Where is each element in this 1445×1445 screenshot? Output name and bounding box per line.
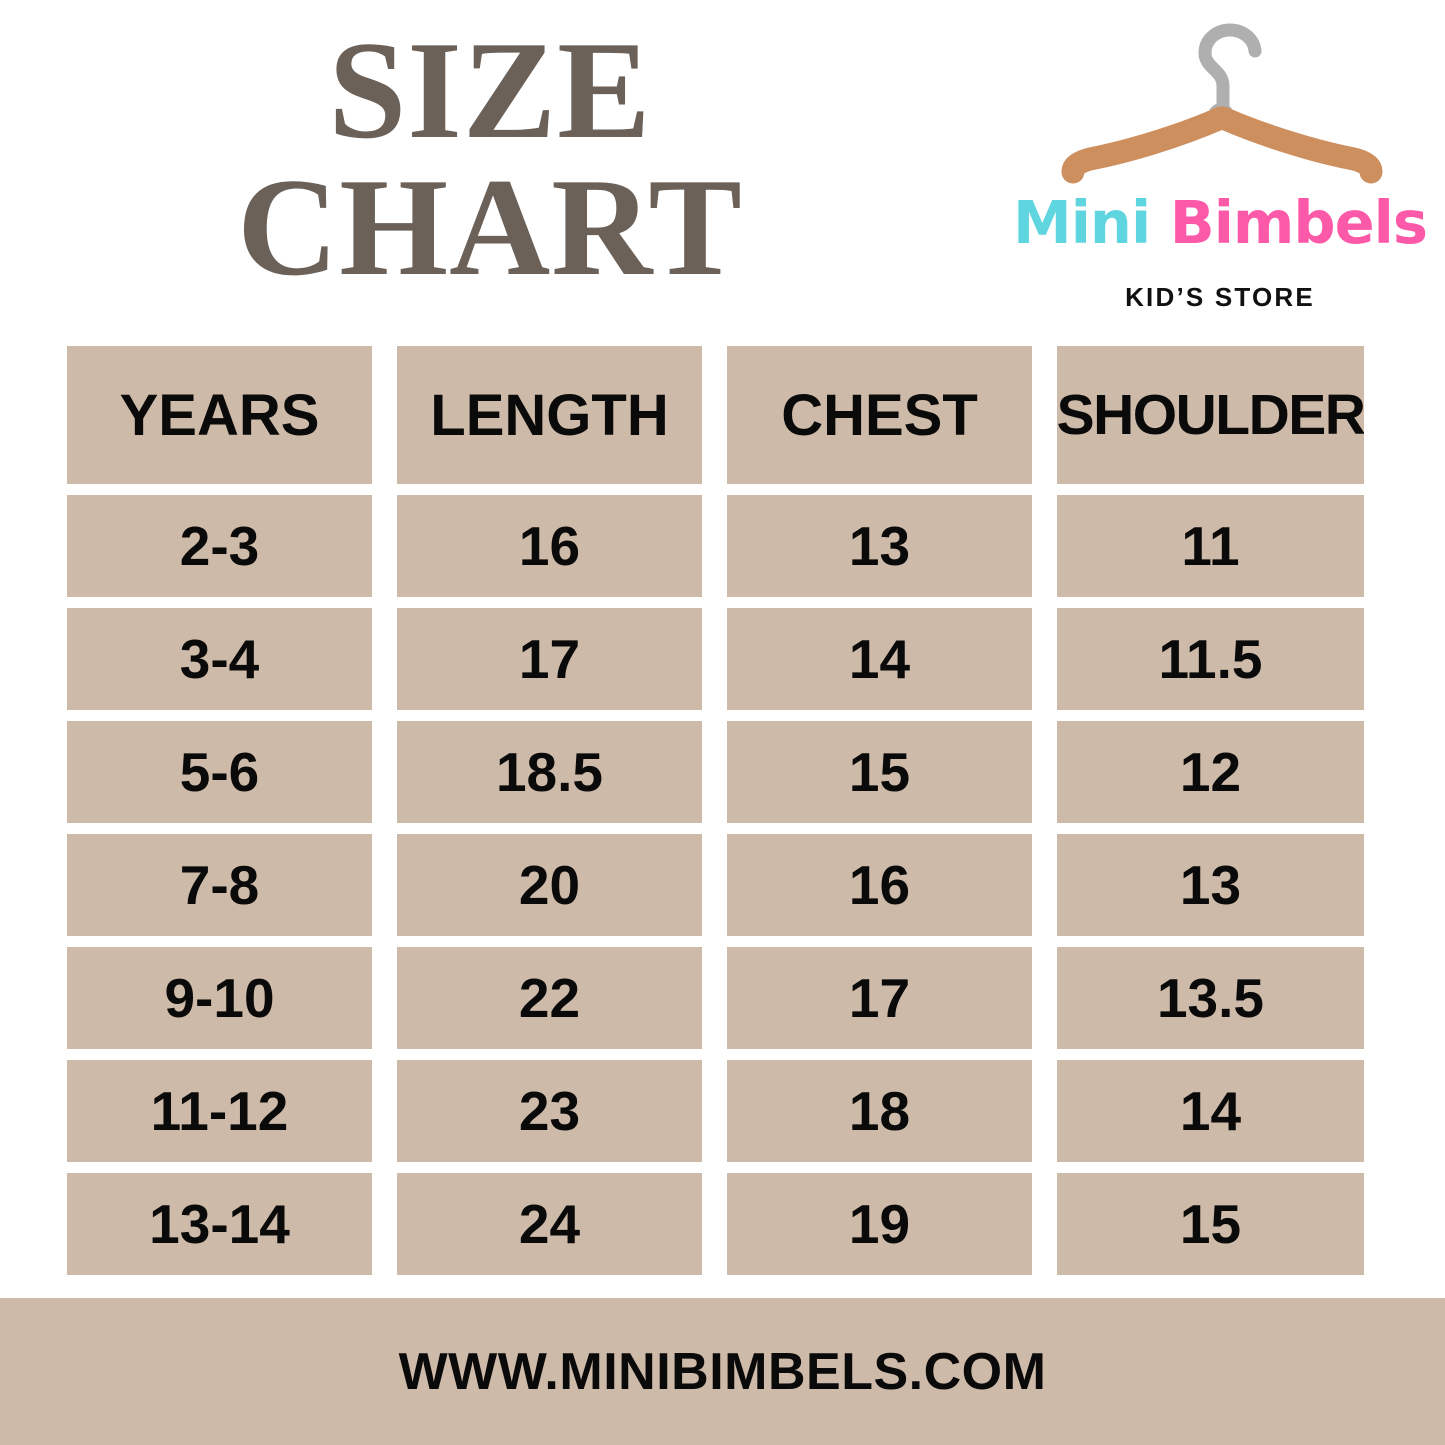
- clothes-hanger-icon: [1061, 23, 1383, 184]
- table-cell: 15: [1057, 1173, 1364, 1275]
- table-cell: 13.5: [1057, 947, 1364, 1049]
- page-title-line-1: SIZE: [328, 13, 652, 168]
- column-header-shoulder: SHOULDER: [1057, 346, 1364, 484]
- table-cell: 18: [727, 1060, 1032, 1162]
- brand-wordmark-mini: Mini: [1013, 188, 1151, 257]
- column-header-length: LENGTH: [397, 346, 702, 484]
- table-cell: 18.5: [397, 721, 702, 823]
- table-cell: 7-8: [67, 834, 372, 936]
- table-cell: 13: [1057, 834, 1364, 936]
- page-title: SIZE CHART: [60, 13, 920, 306]
- table-cell: 17: [727, 947, 1032, 1049]
- table-cell: 17: [397, 608, 702, 710]
- column-header-chest: CHEST: [727, 346, 1032, 484]
- header: SIZE CHART Mini Bimbels KID’S STORE: [0, 0, 1445, 340]
- brand-tagline: KID’S STORE: [1125, 282, 1315, 312]
- table-cell: 20: [397, 834, 702, 936]
- table-cell: 9-10: [67, 947, 372, 1049]
- brand-logo: Mini Bimbels KID’S STORE: [1005, 20, 1435, 320]
- table-cell: 3-4: [67, 608, 372, 710]
- table-cell: 15: [727, 721, 1032, 823]
- table-cell: 5-6: [67, 721, 372, 823]
- table-cell: 11-12: [67, 1060, 372, 1162]
- table-cell: 11: [1057, 495, 1364, 597]
- column-header-years: YEARS: [67, 346, 372, 484]
- table-cell: 16: [727, 834, 1032, 936]
- table-cell: 14: [1057, 1060, 1364, 1162]
- brand-wordmark: Mini Bimbels: [1005, 188, 1435, 257]
- page-title-line-2: CHART: [237, 150, 743, 306]
- table-cell: 24: [397, 1173, 702, 1275]
- table-cell: 12: [1057, 721, 1364, 823]
- table-cell: 13: [727, 495, 1032, 597]
- table-cell: 16: [397, 495, 702, 597]
- table-cell: 13-14: [67, 1173, 372, 1275]
- table-cell: 2-3: [67, 495, 372, 597]
- brand-wordmark-bimbels: Bimbels: [1169, 188, 1428, 257]
- footer-bar: WWW.MINIBIMBELS.COM: [0, 1298, 1445, 1445]
- table-cell: 19: [727, 1173, 1032, 1275]
- website-url: WWW.MINIBIMBELS.COM: [398, 1342, 1047, 1401]
- table-cell: 11.5: [1057, 608, 1364, 710]
- table-cell: 22: [397, 947, 702, 1049]
- table-cell: 23: [397, 1060, 702, 1162]
- size-chart-table: YEARS LENGTH CHEST SHOULDER 2-3 16 13 11…: [67, 346, 1368, 1276]
- table-cell: 14: [727, 608, 1032, 710]
